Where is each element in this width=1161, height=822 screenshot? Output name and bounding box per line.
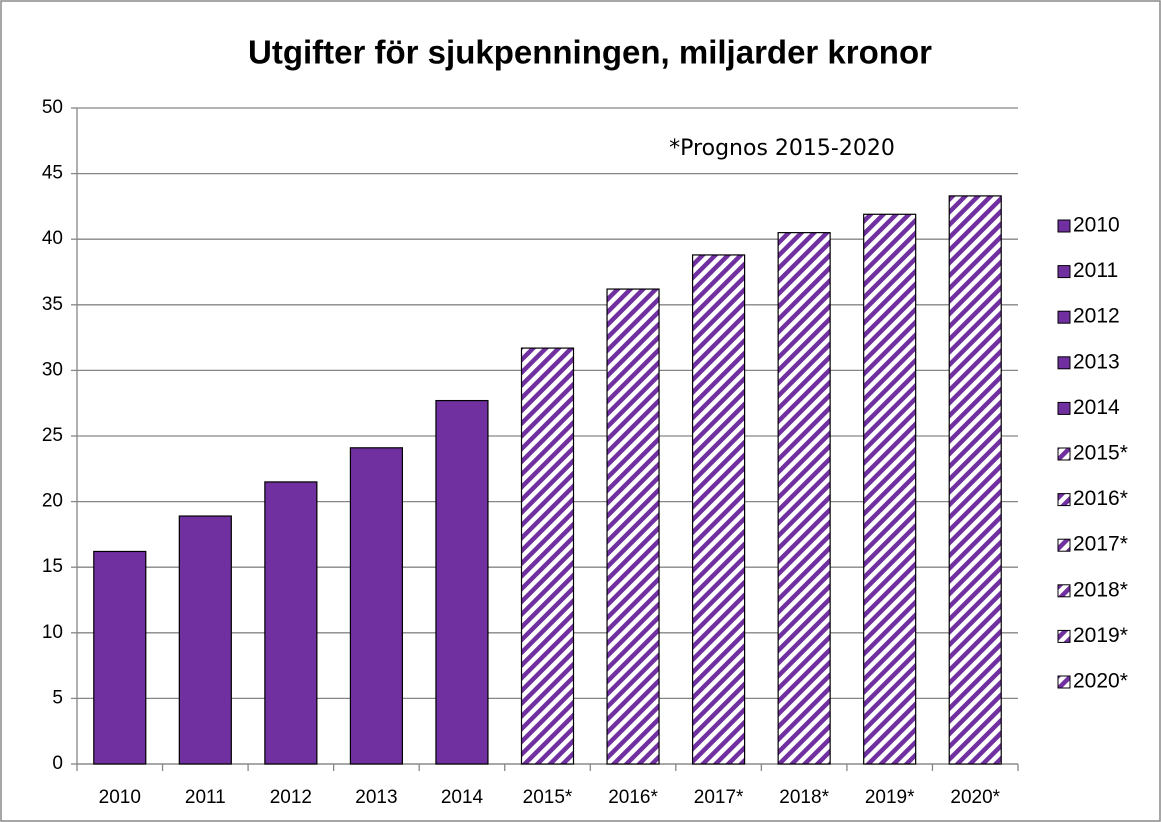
bar — [691, 254, 746, 765]
y-tick-label: 50 — [42, 97, 63, 118]
x-tick-label: 2016* — [608, 787, 658, 808]
bar — [948, 195, 1002, 765]
legend-swatch — [1057, 493, 1071, 507]
y-tick-label: 45 — [42, 163, 63, 184]
y-tick-label: 5 — [52, 687, 63, 708]
bar — [264, 481, 318, 765]
y-tick-label: 20 — [42, 491, 63, 512]
bar — [349, 447, 404, 765]
legend-label: 2019* — [1073, 624, 1128, 647]
legend-label: 2011 — [1073, 259, 1118, 282]
legend-label: 2016* — [1073, 487, 1128, 510]
bar — [435, 399, 489, 765]
legend-label: 2015* — [1073, 442, 1128, 465]
legend-swatch — [1057, 219, 1071, 233]
x-tick-label: 2015* — [523, 787, 573, 808]
y-tick-label: 35 — [42, 294, 63, 315]
legend-swatch — [1057, 265, 1071, 279]
legend-swatch — [1057, 675, 1071, 689]
x-tick-label: 2020* — [950, 787, 1000, 808]
legend-swatch — [1057, 584, 1071, 598]
legend-label: 2012 — [1073, 305, 1120, 328]
bar — [520, 347, 575, 765]
bar — [606, 288, 660, 765]
legend-label: 2020* — [1073, 670, 1128, 693]
x-tick-label: 2019* — [865, 787, 915, 808]
x-tick-label: 2010 — [99, 787, 141, 808]
legend-swatch — [1057, 401, 1071, 415]
legend-label: 2014 — [1073, 396, 1120, 419]
bar — [178, 515, 232, 765]
chart-title: Utgifter för sjukpenningen, miljarder kr… — [248, 34, 932, 71]
legend-swatch — [1057, 538, 1071, 552]
y-tick-label: 40 — [42, 228, 63, 249]
annotation: *Prognos 2015-2020 — [669, 136, 895, 161]
y-tick-label: 25 — [42, 425, 63, 446]
y-tick-label: 30 — [42, 359, 63, 380]
x-tick-label: 2014 — [441, 787, 484, 808]
x-tick-label: 2012 — [270, 787, 312, 808]
legend-swatch — [1057, 310, 1071, 324]
legend-label: 2010 — [1073, 214, 1120, 237]
bar — [93, 550, 147, 765]
x-tick-label: 2011 — [185, 787, 226, 808]
x-tick-label: 2017* — [694, 787, 744, 808]
bar — [777, 232, 831, 765]
legend-swatch — [1057, 629, 1071, 643]
y-tick-label: 0 — [52, 753, 63, 774]
x-tick-label: 2013 — [355, 787, 397, 808]
legend-label: 2017* — [1073, 533, 1128, 556]
legend-label: 2013 — [1073, 350, 1120, 373]
legend-swatch — [1057, 447, 1071, 461]
legend-label: 2018* — [1073, 578, 1128, 601]
y-tick-label: 10 — [42, 622, 63, 643]
legend-swatch — [1057, 356, 1071, 370]
y-tick-label: 15 — [42, 556, 63, 577]
bar — [863, 213, 917, 765]
x-tick-label: 2018* — [779, 787, 829, 808]
